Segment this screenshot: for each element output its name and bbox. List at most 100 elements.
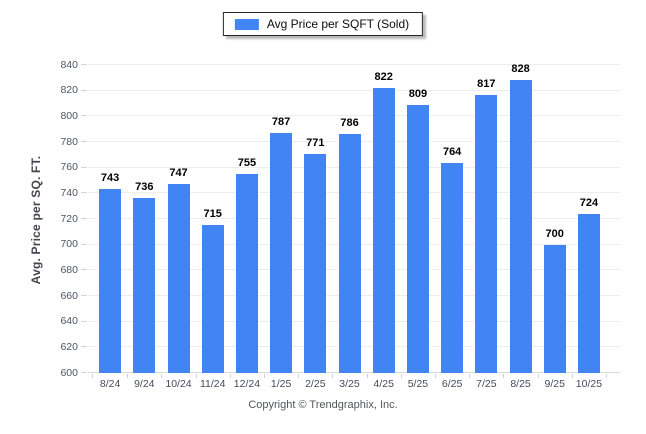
y-axis-tick [81,295,87,296]
y-axis-labels: 600 620 640 660 680 700 720 740 760 780 800 820 840 [38,59,82,379]
x-tick-label: 8/25 [510,378,531,390]
bar-value-label: 747 [169,167,188,180]
y-axis-tick [81,218,87,219]
bar[interactable] [475,94,498,373]
x-axis-tick [469,374,471,378]
x-tick-label: 8/24 [99,378,121,390]
x-axis-tick [537,374,539,378]
y-axis-tick [81,243,87,245]
x-axis-tick [571,374,573,378]
bar[interactable] [304,153,327,373]
y-tick-label: 780 [60,135,78,148]
y-axis-tick [81,269,87,271]
y-tick-label: 660 [60,289,78,302]
legend-label: Avg Price per SQFT (Sold) [266,17,410,31]
x-axis-tick [127,374,129,378]
x-tick-label: 4/25 [373,378,394,390]
legend-swatch [234,18,259,30]
bar-value-label: 736 [135,181,154,194]
bar-slot: 764 6/25 [435,65,471,390]
bar-value-label: 771 [306,136,325,149]
x-axis-tick [366,374,368,378]
x-axis-tick [161,374,163,378]
x-axis-tick [606,374,608,378]
bar-slot: 771 2/25 [298,65,334,390]
y-tick-label: 720 [60,212,78,225]
bar[interactable] [441,162,464,373]
y-tick-label: 620 [60,340,78,353]
x-tick-label: 12/24 [233,378,261,390]
y-axis-tick [81,346,87,348]
x-axis-tick [332,374,334,378]
bar-slot: 809 5/25 [401,65,437,390]
bar-value-label: 743 [100,172,120,185]
x-tick-label: 11/24 [199,378,226,390]
gridline [81,115,620,117]
y-tick-label: 740 [60,186,78,199]
bar-value-label: 786 [340,117,359,130]
bar[interactable] [372,88,395,373]
bar[interactable] [99,189,122,373]
y-axis-tick [81,166,87,168]
y-tick-label: 700 [60,238,78,251]
bar-value-label: 817 [477,77,496,90]
bar-value-label: 809 [408,87,428,100]
y-axis-tick [81,89,87,91]
bars-container: 743 8/24 736 9/24 747 10/24 715 11/24 755 12/24 78… [92,63,608,390]
bar-value-label: 828 [511,63,530,76]
bar-slot: 715 11/24 [196,65,231,390]
x-tick-label: 5/25 [407,378,429,390]
bar[interactable] [270,133,293,373]
bar[interactable] [406,104,429,373]
bar-slot: 755 12/24 [230,65,266,390]
y-tick-label: 640 [60,315,78,328]
bar[interactable] [167,184,190,373]
bar-slot: 724 10/25 [572,65,608,390]
bar-value-label: 764 [442,145,462,158]
bar-value-label: 787 [271,116,291,129]
bar-slot: 743 8/24 [92,65,129,390]
bar-slot: 817 7/25 [469,65,505,390]
bar[interactable] [338,134,361,373]
bar[interactable] [543,244,566,373]
legend[interactable]: Avg Price per SQFT (Sold) [222,12,424,36]
y-axis-tick [81,372,87,373]
x-axis-tick [195,374,197,378]
copyright-text: Copyright © Trendgraphix, Inc. [248,399,398,411]
x-tick-label: 9/25 [544,378,565,390]
x-tick-label: 3/25 [339,378,360,390]
x-axis-tick [435,374,437,378]
y-tick-label: 760 [60,161,78,174]
x-tick-label: 10/24 [165,378,192,390]
x-tick-label: 2/25 [305,378,326,390]
bar[interactable] [133,198,156,373]
x-tick-label: 1/25 [270,378,292,390]
bar-value-label: 715 [203,208,222,221]
bar[interactable] [577,213,600,373]
bar-slot: 786 3/25 [332,65,368,390]
x-axis-tick [264,374,266,378]
y-axis-tick [81,141,87,142]
gridline [81,64,620,65]
y-tick-label: 680 [60,263,78,276]
y-axis-tick [81,64,87,65]
y-axis-tick [81,192,87,194]
x-axis-tick [503,374,505,378]
y-tick-label: 840 [60,58,78,71]
bar[interactable] [201,225,224,373]
bar-value-label: 700 [545,227,564,240]
gridline [81,89,620,91]
bar-slot: 828 8/25 [503,63,539,390]
y-tick-label: 820 [60,84,78,97]
bar-value-label: 724 [579,196,599,209]
y-tick-label: 800 [60,109,78,122]
bar[interactable] [509,80,532,373]
bar-slot: 822 4/25 [367,65,402,390]
x-tick-label: 6/25 [441,378,463,390]
y-tick-label: 600 [60,366,78,379]
bar[interactable] [235,174,258,373]
x-axis-tick [298,374,300,378]
x-tick-label: 9/24 [134,378,155,390]
y-axis-tick [81,320,87,322]
